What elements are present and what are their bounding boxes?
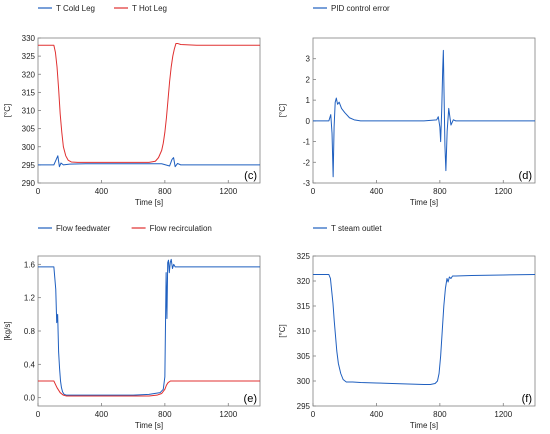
y-axis-label: [°C] [3, 104, 12, 117]
panel-f: 0 400 800 1200 295 300 305 310 315 320 325 Time [s]… [278, 224, 536, 430]
legend-label: Flow recirculation [150, 224, 212, 233]
legend-entry: PID control error [313, 4, 390, 13]
y-tick-label: -2 [303, 158, 311, 167]
x-axis-label: Time [s] [410, 198, 438, 207]
x-tick-label: 0 [36, 410, 41, 419]
y-tick-label: 325 [297, 252, 311, 261]
y-tick-label: 310 [22, 107, 36, 116]
y-tick-label: 315 [22, 88, 36, 97]
y-tick-label: 310 [297, 327, 311, 336]
y-tick-label: 1.6 [24, 260, 36, 269]
x-tick-label: 1200 [494, 410, 512, 419]
x-tick-label: 800 [158, 187, 172, 196]
y-tick-label: 0.0 [24, 394, 36, 403]
x-axis-label: Time [s] [410, 421, 438, 430]
y-tick-label: 305 [22, 125, 36, 134]
y-tick-label: 0.4 [24, 360, 36, 369]
x-tick-label: 400 [370, 410, 384, 419]
panel-e: 0 400 800 1200 0.0 0.4 0.8 1.2 1.6 Time [s] [kg/s]… [3, 224, 261, 430]
series-line-1 [38, 155, 260, 168]
y-tick-label: 300 [297, 377, 311, 386]
panel-c: 0 400 800 1200 290 295 300 305 310 315 320 325 330 Ti… [3, 4, 261, 207]
y-axis-label: [°C] [278, 104, 287, 117]
y-tick-label: 320 [297, 277, 311, 286]
y-tick-label: 305 [297, 352, 311, 361]
x-tick-label: 800 [433, 187, 447, 196]
y-axis-label: [°C] [278, 324, 287, 337]
y-tick-label: -1 [303, 138, 311, 147]
y-tick-label: 0.8 [24, 327, 36, 336]
legend-label: T steam outlet [331, 224, 382, 233]
x-tick-label: 1200 [494, 187, 512, 196]
y-tick-label: 1 [306, 96, 311, 105]
x-tick-label: 800 [433, 410, 447, 419]
x-tick-label: 0 [311, 187, 316, 196]
plot-frame [37, 255, 261, 407]
legend-label: T Cold Leg [56, 4, 95, 13]
legend-entry: T Hot Leg [114, 4, 167, 13]
legend-label: T Hot Leg [132, 4, 167, 13]
panel-label: (e) [244, 393, 257, 405]
panel-label: (d) [519, 170, 532, 182]
series-line-1 [313, 49, 535, 178]
y-tick-label: 295 [297, 402, 311, 411]
panel-d: 0 400 800 1200 -3 -2 -1 0 1 2 3 Time [s] [°C] (d) PID … [278, 4, 536, 207]
legend-entry: T Cold Leg [38, 4, 95, 13]
x-axis-label: Time [s] [135, 198, 163, 207]
y-tick-label: 1.2 [24, 294, 36, 303]
panel-label: (f) [522, 393, 532, 405]
legend-entry: T steam outlet [313, 224, 382, 233]
y-tick-label: 0 [306, 117, 311, 126]
x-tick-label: 800 [158, 410, 172, 419]
series-line-1 [38, 258, 260, 396]
x-tick-label: 0 [36, 187, 41, 196]
y-tick-label: 2 [306, 75, 311, 84]
x-axis-label: Time [s] [135, 421, 163, 430]
y-tick-label: 330 [22, 34, 36, 43]
x-tick-label: 0 [311, 410, 316, 419]
y-tick-label: 315 [297, 302, 311, 311]
y-tick-label: 320 [22, 70, 36, 79]
panel-label: (c) [244, 170, 257, 182]
x-tick-label: 1200 [219, 410, 237, 419]
plot-frame [312, 255, 536, 407]
x-tick-label: 400 [95, 410, 109, 419]
series-line-2 [38, 42, 260, 163]
x-tick-label: 400 [95, 187, 109, 196]
legend-label: PID control error [331, 4, 390, 13]
series-line-2 [38, 380, 260, 397]
legend-entry: Flow recirculation [131, 224, 212, 233]
plot-frame [37, 37, 261, 184]
y-tick-label: 290 [22, 179, 36, 188]
y-tick-label: 3 [306, 55, 311, 64]
y-axis-label: [kg/s] [3, 321, 12, 340]
y-tick-label: 300 [22, 143, 36, 152]
legend-entry: Flow feedwater [38, 224, 111, 233]
x-tick-label: 400 [370, 187, 384, 196]
y-tick-label: -3 [303, 179, 311, 188]
y-tick-label: 295 [22, 161, 36, 170]
legend-label: Flow feedwater [56, 224, 111, 233]
x-tick-label: 1200 [219, 187, 237, 196]
plot-frame [312, 37, 536, 184]
y-tick-label: 325 [22, 52, 36, 61]
series-line-1 [313, 274, 535, 385]
